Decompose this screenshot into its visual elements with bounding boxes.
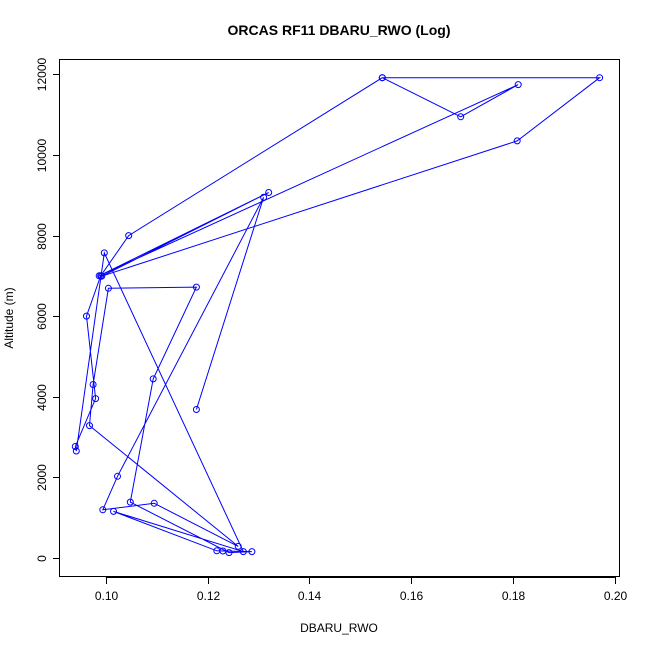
y-tick-label: 10000 bbox=[35, 138, 49, 172]
data-point bbox=[225, 549, 233, 557]
series-layer bbox=[71, 74, 604, 557]
data-point bbox=[114, 472, 121, 480]
data-point bbox=[596, 74, 604, 82]
data-point bbox=[248, 548, 256, 556]
data-point bbox=[97, 272, 105, 280]
x-tick-label: 0.20 bbox=[604, 589, 628, 603]
y-tick-label: 0 bbox=[35, 555, 49, 562]
chart-title: ORCAS RF11 DBARU_RWO (Log) bbox=[228, 22, 451, 38]
data-point bbox=[192, 283, 200, 291]
data-point bbox=[192, 406, 200, 413]
x-tick-label: 0.12 bbox=[197, 589, 221, 603]
x-tick-label: 0.18 bbox=[502, 589, 526, 603]
data-point bbox=[92, 395, 100, 403]
data-point bbox=[514, 81, 522, 89]
data-point bbox=[234, 542, 242, 550]
y-tick-label: 6000 bbox=[35, 303, 49, 330]
y-tick-label: 2000 bbox=[35, 464, 49, 491]
data-point bbox=[513, 137, 521, 145]
data-point bbox=[99, 506, 107, 514]
y-tick-label: 4000 bbox=[35, 384, 49, 411]
data-point bbox=[265, 189, 273, 196]
data-point bbox=[149, 375, 157, 383]
data-point bbox=[72, 447, 80, 455]
data-point bbox=[150, 499, 158, 507]
data-point bbox=[110, 507, 117, 515]
x-tick-label: 0.14 bbox=[298, 589, 322, 603]
data-point bbox=[126, 498, 134, 506]
data-point bbox=[83, 312, 90, 320]
y-axis-label: Altitude (m) bbox=[2, 287, 16, 348]
x-tick-label: 0.10 bbox=[95, 589, 119, 603]
y-tick-label: 12000 bbox=[35, 57, 49, 91]
data-point bbox=[239, 548, 247, 556]
x-tick-label: 0.16 bbox=[400, 589, 424, 603]
data-point bbox=[125, 232, 133, 240]
data-point bbox=[100, 249, 108, 257]
data-point bbox=[378, 74, 386, 82]
y-axis: 0 2000 4000 6000 8000 10000 12000 bbox=[35, 57, 60, 562]
data-point bbox=[71, 443, 79, 450]
data-point bbox=[457, 113, 465, 121]
data-point bbox=[104, 284, 112, 292]
data-point bbox=[86, 422, 93, 430]
data-point bbox=[260, 193, 268, 201]
data-point bbox=[89, 381, 97, 388]
x-axis: 0.10 0.12 0.14 0.16 0.18 0.20 bbox=[95, 577, 628, 603]
y-tick-label: 8000 bbox=[35, 223, 49, 250]
series-line bbox=[74, 77, 602, 554]
x-axis-label: DBARU_RWO bbox=[300, 621, 378, 635]
